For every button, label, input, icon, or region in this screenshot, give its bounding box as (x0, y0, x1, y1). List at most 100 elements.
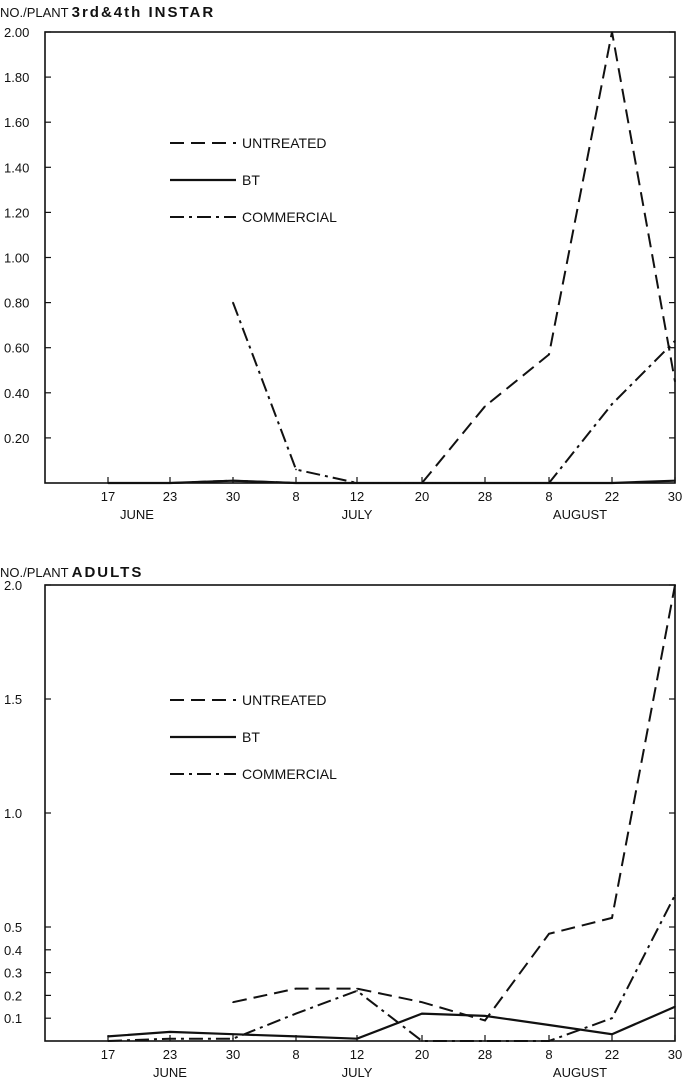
y-tick-label: 1.80 (4, 70, 29, 85)
y-tick-label: 0.40 (4, 386, 29, 401)
chart-2-ylabel: NO./PLANT (0, 565, 69, 580)
data-point-bt (611, 1033, 613, 1035)
chart-2-title: ADULTS (71, 564, 144, 581)
chart-1-instar: 0.20 0.40 0.60 0.80 1.00 1.20 1.40 1.60 1.80 2.00… (4, 25, 682, 520)
data-point-commercial (484, 1040, 486, 1042)
month-label: JUNE (120, 507, 154, 520)
series-line-commercial (107, 894, 676, 1042)
data-point-untreated (232, 1001, 234, 1004)
data-point-bt (107, 482, 109, 484)
data-point-commercial (674, 894, 676, 896)
data-point-untreated (611, 31, 613, 33)
y-tick-label: 1.20 (4, 205, 29, 220)
data-point-untreated (674, 380, 676, 383)
data-point-bt (169, 482, 171, 484)
x-tick-label: 28 (478, 1047, 492, 1062)
data-point-untreated (674, 584, 676, 586)
data-point-bt (232, 479, 234, 482)
y-tick-label: 0.80 (4, 296, 29, 311)
y-tick-label: 1.60 (4, 115, 29, 130)
data-point-bt (295, 1035, 297, 1038)
data-point-commercial (295, 468, 297, 471)
data-point-commercial (611, 1017, 613, 1019)
y-tick-label: 0.20 (4, 431, 29, 446)
chart-2-header: NO./PLANT ADULTS (0, 564, 143, 582)
y-tick-label: 2.00 (4, 25, 29, 40)
x-tick-label: 8 (545, 489, 552, 504)
x-tick-label: 17 (101, 489, 115, 504)
data-point-commercial (421, 482, 423, 484)
month-label: AUGUST (553, 507, 607, 520)
x-tick-label: 23 (163, 1047, 177, 1062)
data-point-commercial (356, 482, 358, 484)
data-point-untreated (356, 987, 358, 990)
data-point-bt (674, 1006, 676, 1008)
data-point-bt (484, 1015, 486, 1017)
y-tick-label: 2.0 (4, 578, 22, 593)
data-point-commercial (169, 1037, 171, 1040)
x-tick-label: 30 (668, 489, 682, 504)
legend-label: BT (242, 172, 260, 188)
data-point-commercial (295, 1012, 297, 1015)
x-tick-label: 8 (545, 1047, 552, 1062)
x-tick-label: 30 (668, 1047, 682, 1062)
data-point-commercial (548, 482, 550, 484)
plot-frame (44, 31, 676, 484)
y-tick-label: 1.5 (4, 692, 22, 707)
data-point-untreated (295, 987, 297, 990)
chart-1-ylabel: NO./PLANT (0, 5, 69, 20)
x-tick-label: 20 (415, 489, 429, 504)
data-point-commercial (611, 403, 613, 405)
x-tick-label: 20 (415, 1047, 429, 1062)
data-point-commercial (232, 301, 234, 304)
data-point-bt (232, 1033, 234, 1035)
data-point-bt (421, 1012, 423, 1015)
month-label: AUGUST (553, 1065, 607, 1080)
data-point-untreated (421, 1001, 423, 1004)
legend-label: UNTREATED (242, 692, 327, 708)
month-label: JULY (342, 507, 373, 520)
data-point-bt (169, 1031, 171, 1033)
y-tick-label: 0.4 (4, 943, 22, 958)
month-label: JULY (342, 1065, 373, 1080)
x-tick-label: 22 (605, 489, 619, 504)
legend-label: COMMERCIAL (242, 209, 337, 225)
data-point-bt (611, 482, 613, 484)
data-point-commercial (356, 990, 358, 992)
plot-frame (44, 584, 676, 1042)
data-point-untreated (548, 933, 550, 935)
series-line-untreated (232, 584, 676, 1022)
data-point-commercial (107, 1040, 109, 1042)
x-tick-label: 8 (292, 489, 299, 504)
x-tick-label: 12 (350, 489, 364, 504)
month-label: JUNE (153, 1065, 187, 1080)
data-point-commercial (674, 340, 676, 342)
x-tick-label: 23 (163, 489, 177, 504)
y-tick-label: 0.3 (4, 966, 22, 981)
x-tick-label: 30 (226, 1047, 240, 1062)
y-tick-label: 1.00 (4, 251, 29, 266)
data-point-bt (674, 479, 676, 482)
x-tick-label: 30 (226, 489, 240, 504)
y-tick-label: 0.2 (4, 988, 22, 1003)
y-tick-label: 1.40 (4, 160, 29, 175)
legend-label: UNTREATED (242, 135, 327, 151)
data-point-bt (295, 482, 297, 484)
data-point-bt (356, 1037, 358, 1040)
data-point-commercial (484, 482, 486, 484)
data-point-untreated (548, 353, 550, 356)
chart-1-header: NO./PLANT 3rd&4th INSTAR (0, 4, 215, 22)
x-tick-label: 17 (101, 1047, 115, 1062)
x-tick-label: 12 (350, 1047, 364, 1062)
y-tick-label: 0.1 (4, 1011, 22, 1026)
legend-label: COMMERCIAL (242, 766, 337, 782)
y-tick-label: 0.60 (4, 341, 29, 356)
data-point-untreated (484, 1019, 486, 1022)
series-line-commercial (232, 302, 676, 484)
legend-label: BT (242, 729, 260, 745)
data-point-commercial (548, 1040, 550, 1042)
data-point-bt (107, 1035, 109, 1038)
y-tick-label: 0.5 (4, 920, 22, 935)
data-point-bt (548, 1024, 550, 1026)
data-point-commercial (421, 1040, 423, 1042)
